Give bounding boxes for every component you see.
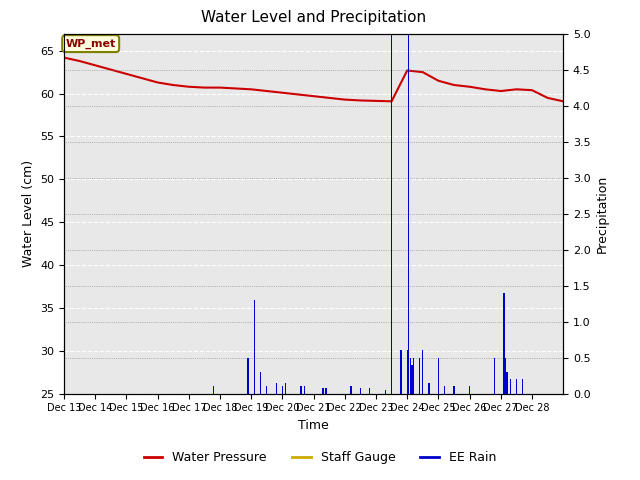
Bar <box>419 358 420 394</box>
Bar <box>360 388 361 394</box>
Bar <box>282 386 283 394</box>
Bar <box>253 300 255 394</box>
Bar <box>369 388 371 394</box>
Bar <box>516 379 517 394</box>
Text: WP_met: WP_met <box>65 38 116 49</box>
Bar <box>444 386 445 394</box>
Bar <box>323 388 324 394</box>
Bar <box>469 386 470 394</box>
Bar <box>303 386 305 394</box>
Bar <box>248 358 249 394</box>
Bar <box>406 350 408 394</box>
Bar <box>385 390 386 394</box>
Y-axis label: Water Level (cm): Water Level (cm) <box>22 160 35 267</box>
Bar <box>522 379 524 394</box>
Bar <box>266 386 268 394</box>
Bar <box>509 379 511 394</box>
Bar <box>410 358 411 394</box>
Bar <box>438 358 439 394</box>
Bar <box>428 383 429 394</box>
Y-axis label: Precipitation: Precipitation <box>596 174 609 253</box>
Bar <box>505 358 506 394</box>
Bar <box>506 372 508 394</box>
X-axis label: Time: Time <box>298 419 329 432</box>
Bar <box>285 383 286 394</box>
Title: Water Level and Precipitation: Water Level and Precipitation <box>201 11 426 25</box>
Bar <box>391 12 392 394</box>
Bar <box>213 386 214 394</box>
Bar <box>413 358 414 394</box>
Legend: Water Pressure, Staff Gauge, EE Rain: Water Pressure, Staff Gauge, EE Rain <box>139 446 501 469</box>
Bar <box>412 365 413 394</box>
Bar <box>408 34 410 394</box>
Bar <box>453 386 454 394</box>
Bar <box>494 358 495 394</box>
Bar <box>503 293 504 394</box>
Bar <box>260 372 261 394</box>
Bar <box>422 350 424 394</box>
